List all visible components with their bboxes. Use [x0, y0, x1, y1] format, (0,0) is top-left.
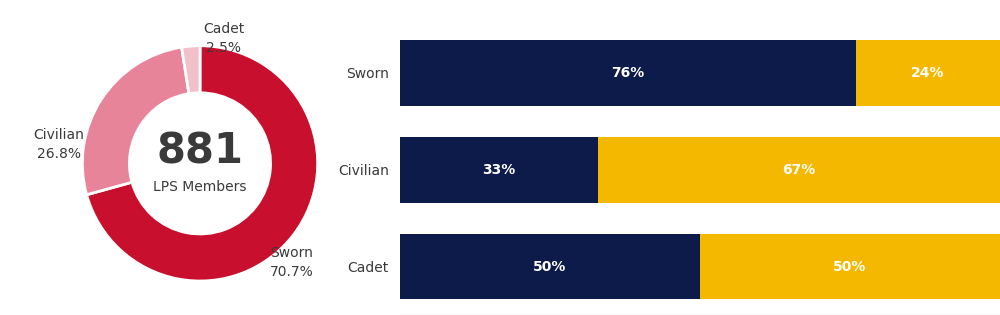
Text: 50%: 50% — [833, 260, 867, 273]
Bar — [400, 137, 598, 203]
Bar — [598, 137, 1000, 203]
Wedge shape — [182, 46, 200, 94]
Bar — [700, 234, 1000, 300]
Text: 881: 881 — [156, 131, 244, 173]
Bar — [400, 234, 700, 300]
Text: 26.8%: 26.8% — [37, 147, 81, 161]
Text: Sworn: Sworn — [270, 246, 313, 260]
Text: Cadet: Cadet — [203, 22, 244, 36]
Text: 76%: 76% — [611, 66, 645, 80]
Text: Civilian: Civilian — [33, 128, 84, 142]
Text: LPS Members: LPS Members — [153, 180, 247, 194]
Text: 33%: 33% — [482, 163, 516, 177]
Wedge shape — [87, 46, 318, 281]
Text: 24%: 24% — [911, 66, 945, 80]
Bar — [856, 40, 1000, 106]
Text: 70.7%: 70.7% — [270, 265, 314, 279]
Text: 2.5%: 2.5% — [206, 41, 241, 55]
Text: 67%: 67% — [782, 163, 816, 177]
Text: 50%: 50% — [533, 260, 567, 273]
Bar — [400, 40, 856, 106]
Wedge shape — [82, 47, 189, 195]
